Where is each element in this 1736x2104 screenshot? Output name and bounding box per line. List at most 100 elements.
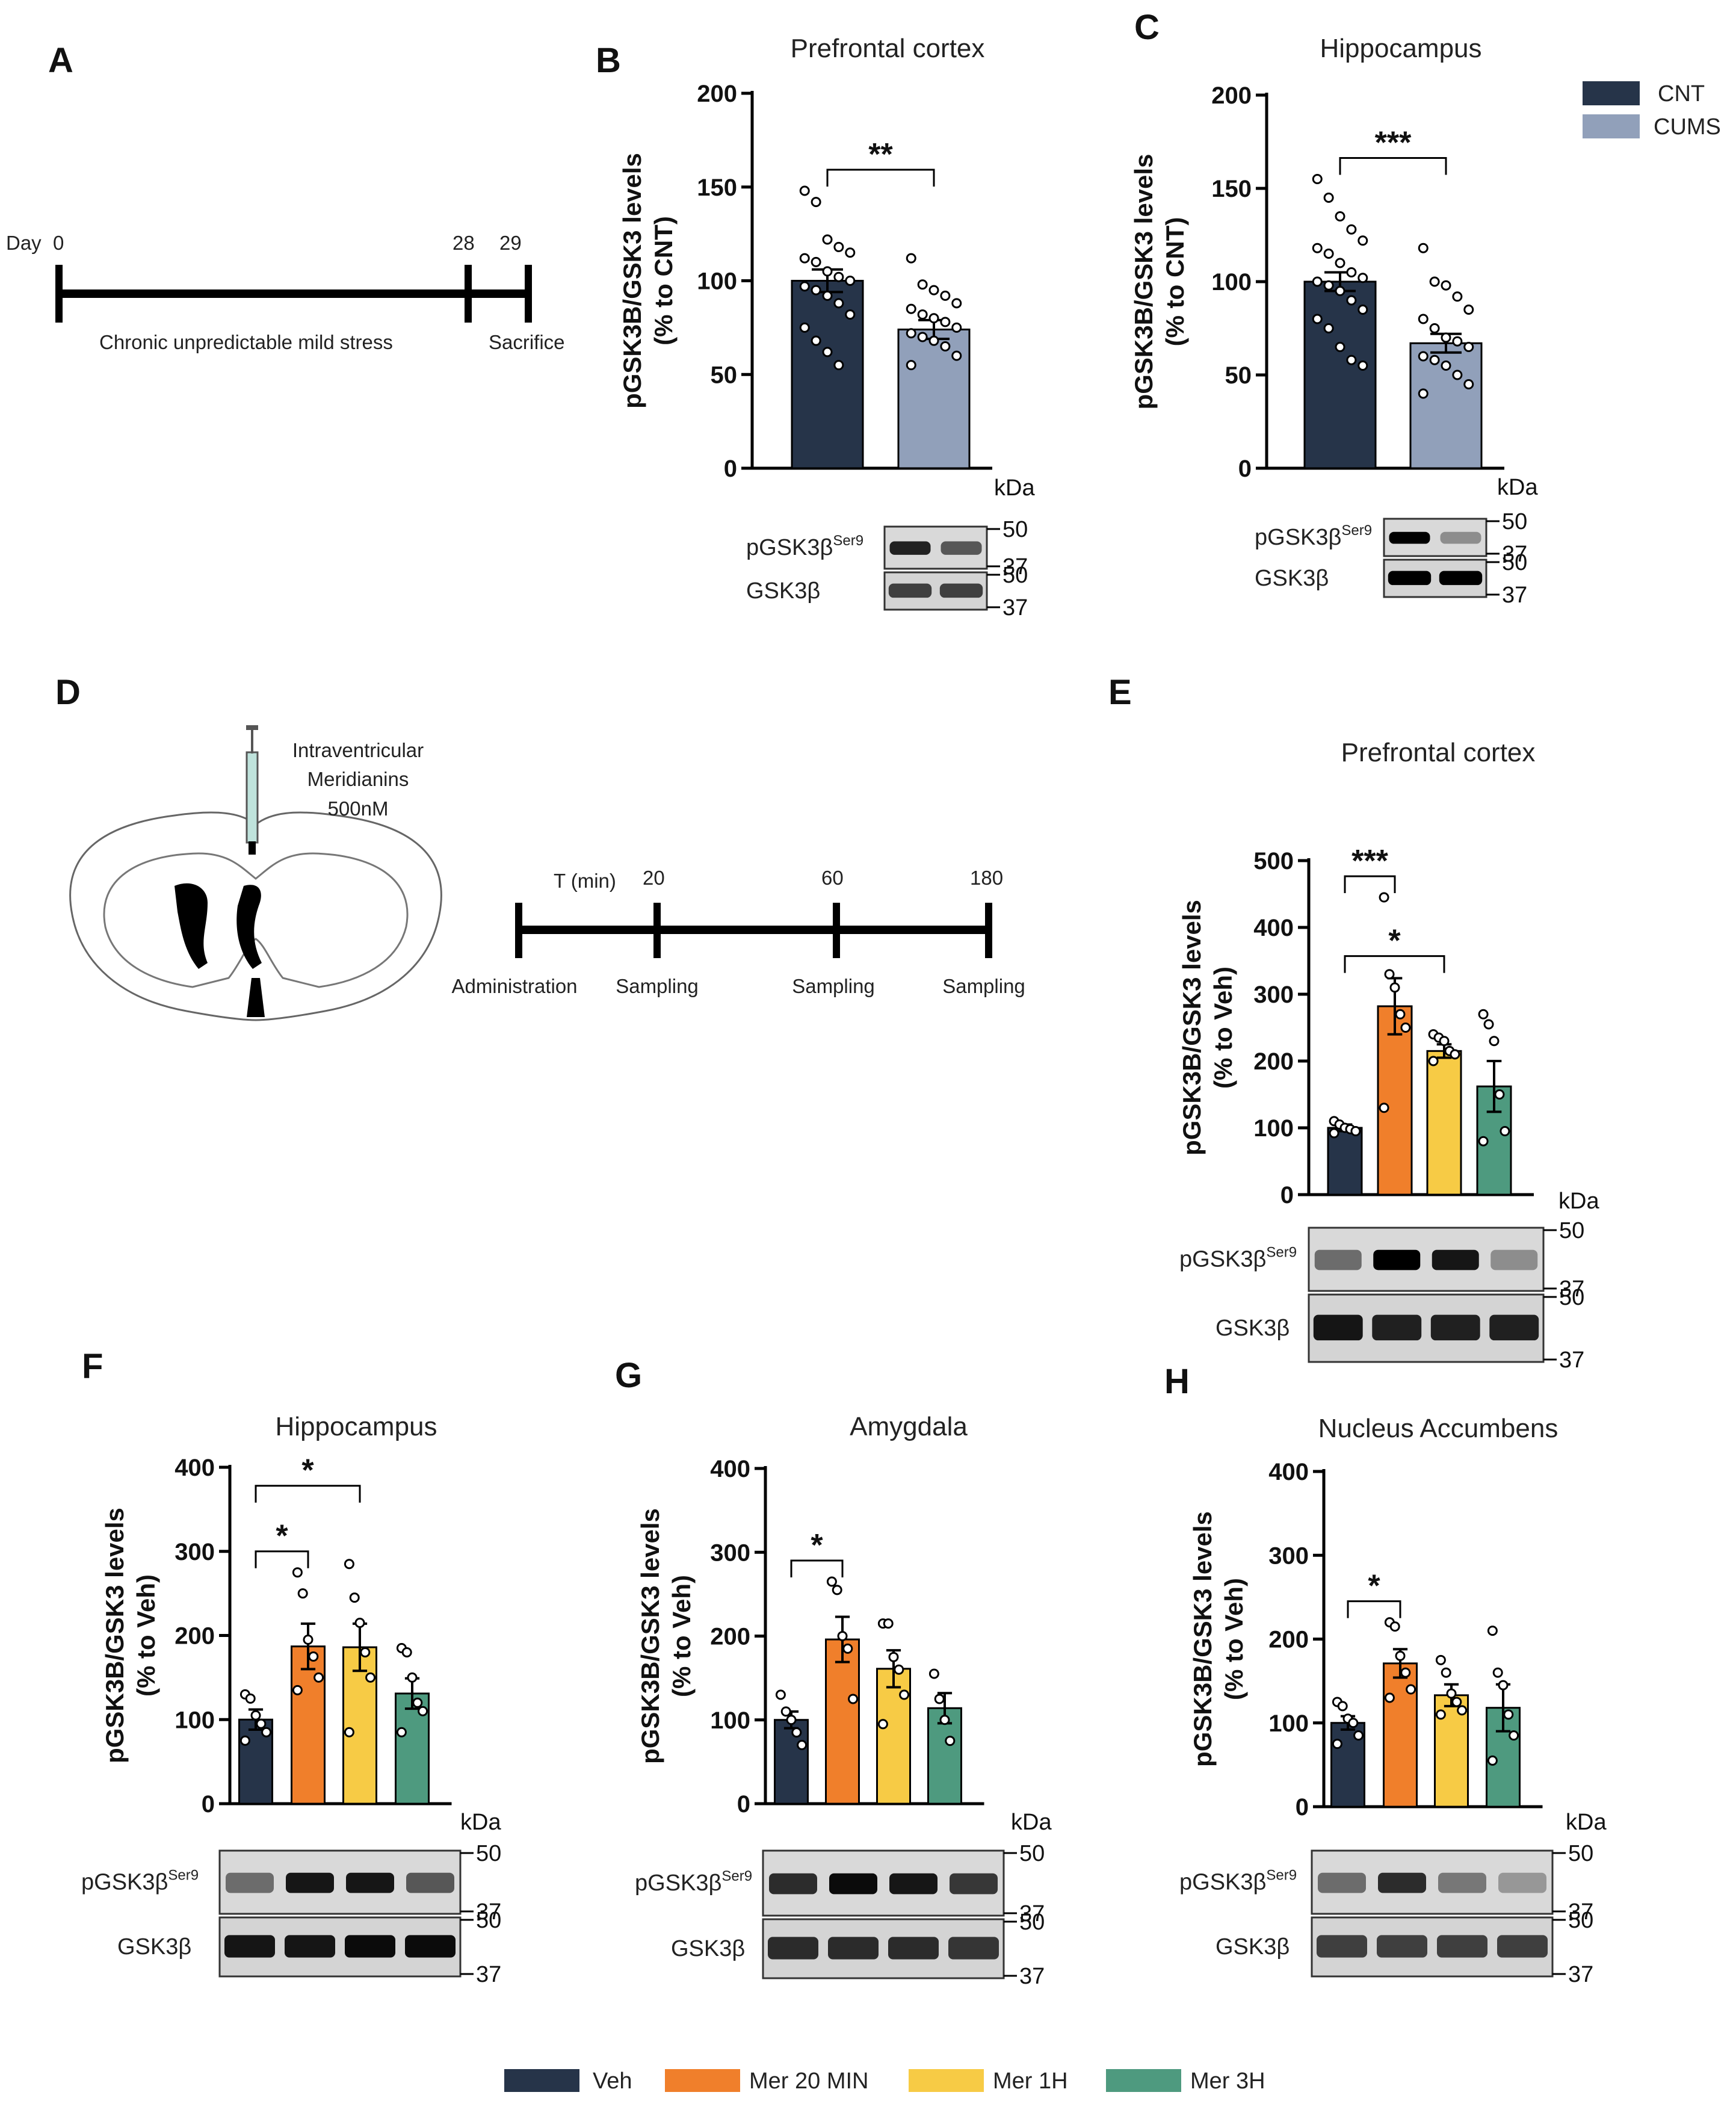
chart-e-point-3-4 [1500, 1126, 1510, 1137]
chart-g-sig-bracket-0 [790, 1559, 844, 1577]
chart-c-point-0-10 [1312, 276, 1323, 287]
chart-c: Hippocampus 0 50 100 150 200 pGSK3B/GSK3 level… [1129, 34, 1504, 482]
blot-f-pgsk-band-3 [406, 1872, 454, 1893]
chart-f-point-2-4 [365, 1672, 376, 1683]
chart-b-point-1-11 [917, 332, 928, 342]
chart-c-point-0-18 [1346, 354, 1357, 365]
chart-f-point-3-2 [407, 1672, 418, 1683]
chart-g-point-3-2 [939, 1715, 950, 1725]
chart-h-sig-bracket-0 [1347, 1600, 1401, 1618]
chart-c-point-0-8 [1346, 267, 1357, 277]
chart-b-point-1-13 [940, 341, 951, 352]
chart-c-ylabel-line2: (% to CNT) [1161, 217, 1189, 347]
chart-f-point-1-5 [292, 1685, 303, 1695]
chart-f-point-1-1 [297, 1588, 308, 1599]
chart-g-bar-1 [825, 1638, 860, 1805]
blot-e-gsk-band-3 [1489, 1314, 1539, 1341]
legend-mer3h-swatch [1106, 2069, 1181, 2092]
chart-f-point-2-3 [360, 1647, 371, 1657]
chart-f-point-2-1 [349, 1592, 360, 1603]
chart-h-point-3-2 [1498, 1680, 1509, 1691]
sacrifice-label: Sacrifice [489, 331, 565, 353]
chart-c-point-0-4 [1358, 235, 1368, 246]
chart-g-point-1-4 [848, 1694, 859, 1704]
chart-f-point-0-4 [261, 1727, 272, 1737]
blot-b-gsk-label: GSK3β [746, 578, 820, 604]
chart-b-point-1-9 [951, 322, 962, 333]
blot-f-gsk-band-3 [405, 1935, 456, 1958]
chart-g-ytick-label-200: 200 [710, 1624, 750, 1650]
chart-f-ylabel-line1: pGSK3B/GSK3 levels [100, 1508, 129, 1763]
chart-b-ytick-label-100: 100 [697, 268, 737, 295]
panel-letters: A B C D E F G H [48, 8, 1190, 1401]
panel-letter-g: G [615, 1356, 642, 1395]
chart-g-point-1-2 [837, 1631, 848, 1641]
blot-b-kda-label: kDa [994, 475, 1035, 501]
chart-b-point-0-2 [822, 234, 833, 245]
chart-c-point-0-14 [1358, 305, 1368, 315]
chart-e-point-2-4 [1450, 1049, 1460, 1060]
chart-f-ytick-label-200: 200 [175, 1623, 215, 1650]
chart-f-point-0-5 [239, 1735, 250, 1746]
chart-h-ylabel-line1: pGSK3B/GSK3 levels [1188, 1511, 1217, 1767]
t-180-label: 180 [970, 867, 1003, 889]
blot-f-marker-label-0: 50 [476, 1841, 501, 1866]
chart-c-point-1-5 [1418, 314, 1429, 324]
chart-g-ytick-label-0: 0 [737, 1791, 750, 1818]
chart-b-point-0-14 [845, 309, 856, 320]
chart-g-point-2-4 [899, 1689, 910, 1700]
chart-e-point-3-5 [1478, 1136, 1489, 1146]
chart-e-sig-label-0: *** [1351, 844, 1388, 879]
injection-line2: Meridianins [307, 768, 409, 790]
cortex-inner-outline [103, 852, 409, 988]
chart-h-point-1-2 [1395, 1650, 1406, 1661]
blot-g-marker-label-3: 37 [1019, 1964, 1045, 1989]
chart-g-point-1-0 [826, 1576, 837, 1587]
event-administration: Administration [451, 975, 577, 997]
third-ventricle [247, 978, 265, 1017]
chart-c-point-0-15 [1312, 314, 1323, 324]
chart-e-ytick-label-100: 100 [1253, 1115, 1294, 1142]
blot-b-pgsk-band-0 [889, 541, 931, 555]
chart-b-point-0-1 [811, 197, 821, 208]
chart-g-point-3-3 [945, 1736, 956, 1747]
chart-g-point-2-2 [888, 1651, 899, 1662]
chart-c-point-0-1 [1323, 193, 1334, 203]
chart-f-ytick-label-400: 400 [175, 1455, 215, 1481]
chart-e-title: Prefrontal cortex [1341, 738, 1536, 767]
charts: Prefrontal cortex050100150200pGSK3B/GSK3… [100, 34, 1558, 1821]
chart-f-sig-bracket-1 [255, 1485, 361, 1503]
chart-b-point-1-3 [940, 290, 951, 301]
blot-h-pgsk-label: pGSK3βSer9 [1179, 1867, 1297, 1895]
blot-h-gsk-band-1 [1377, 1935, 1427, 1958]
blot-g-kda-label: kDa [1011, 1810, 1052, 1835]
chart-b-point-1-15 [906, 360, 916, 371]
blot-f-gsk-band-2 [345, 1935, 395, 1958]
blot-b-pgsk-band-1 [941, 541, 982, 555]
chart-b-point-0-5 [799, 253, 810, 264]
chart-f-point-0-3 [256, 1718, 267, 1729]
chart-h-point-2-4 [1457, 1705, 1468, 1716]
chart-e-point-1-3 [1395, 1009, 1406, 1020]
chart-c-point-0-0 [1312, 174, 1323, 184]
chart-e-point-1-4 [1400, 1023, 1411, 1033]
chart-g-ylabel-line1: pGSK3B/GSK3 levels [636, 1508, 664, 1764]
chart-g-point-0-3 [791, 1727, 802, 1738]
panel-a-timeline: Day 0 28 29 Chronic unpredictable mild s… [6, 232, 565, 353]
blot-e-pgsk-band-2 [1432, 1249, 1479, 1270]
blot-g-gsk-band-2 [888, 1937, 939, 1960]
blot-f-pgsk-label: pGSK3βSer9 [81, 1867, 199, 1895]
chart-g-ytick-label-300: 300 [710, 1539, 750, 1566]
chart-e-point-1-0 [1379, 892, 1389, 903]
chart-b-point-0-17 [822, 347, 833, 357]
chart-f-point-1-2 [303, 1634, 314, 1645]
blot-c-gsk-band-1 [1439, 571, 1483, 586]
panel-letter-d: D [55, 673, 81, 712]
blot-g-pgsk-label: pGSK3βSer9 [635, 1868, 752, 1896]
t-60-label: 60 [821, 867, 844, 889]
chart-b-point-1-4 [951, 298, 962, 309]
chart-b-point-1-0 [906, 253, 916, 264]
chart-b-point-1-7 [928, 313, 939, 324]
chart-b-point-0-13 [833, 298, 844, 309]
